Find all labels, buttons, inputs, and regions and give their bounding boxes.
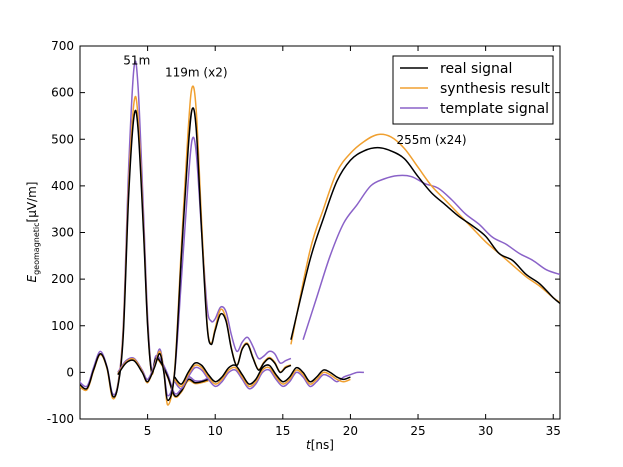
y-tick-label: 100 bbox=[51, 319, 74, 333]
legend-label: synthesis result bbox=[440, 81, 550, 97]
series-line-real-signal-51m bbox=[80, 109, 209, 398]
y-tick-label: -100 bbox=[47, 412, 74, 426]
x-tick-label: 35 bbox=[546, 424, 561, 438]
annotation-label: 119m (x2) bbox=[165, 65, 228, 79]
x-axis-label: t[ns] bbox=[306, 438, 334, 452]
y-tick-label: 200 bbox=[51, 272, 74, 286]
axis-ticks: 5 10 15 20 25 30 35 -100 0 100 200 300 400 500 600 700 bbox=[47, 39, 561, 438]
series-line-real-signal-255m-x24- bbox=[290, 146, 560, 340]
y-axis-label: Egeomagnetic[µV/m] bbox=[25, 182, 41, 283]
y-tick-label: 400 bbox=[51, 179, 74, 193]
legend-label: template signal bbox=[440, 101, 549, 117]
series-line-synthesis-result-255m-x24- bbox=[290, 133, 560, 345]
series-lines bbox=[80, 60, 560, 406]
x-tick-label: 15 bbox=[275, 424, 290, 438]
legend-label: real signal bbox=[440, 61, 512, 77]
series-line-real-signal-tail bbox=[174, 361, 351, 385]
annotations: 51m 119m (x2) 255m (x24) bbox=[123, 54, 466, 147]
series-line-template-signal-tail bbox=[174, 366, 364, 390]
annotation-label: 255m (x24) bbox=[396, 133, 466, 147]
x-tick-label: 5 bbox=[144, 424, 152, 438]
series-line-synthesis-result-tail bbox=[174, 364, 351, 388]
y-tick-label: 700 bbox=[51, 39, 74, 53]
x-tick-label: 25 bbox=[410, 424, 425, 438]
x-tick-label: 10 bbox=[208, 424, 223, 438]
annotation-label: 51m bbox=[123, 54, 150, 68]
y-tick-label: 300 bbox=[51, 226, 74, 240]
series-line-real-signal-119m-x2- bbox=[117, 107, 292, 402]
y-tick-label: 600 bbox=[51, 86, 74, 100]
x-tick-label: 30 bbox=[478, 424, 493, 438]
x-tick-label: 20 bbox=[343, 424, 358, 438]
y-tick-label: 500 bbox=[51, 132, 74, 146]
y-tick-label: 0 bbox=[66, 365, 74, 379]
legend: real signal synthesis result template sign… bbox=[392, 55, 554, 125]
